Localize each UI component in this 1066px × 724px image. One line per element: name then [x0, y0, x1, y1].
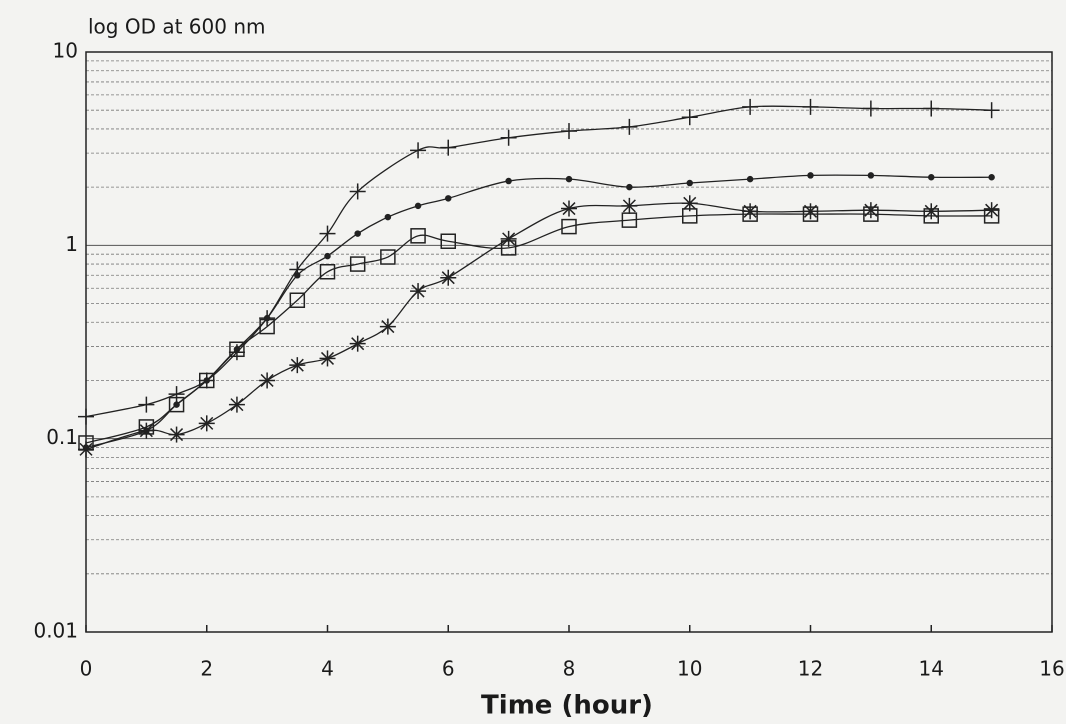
marker-asterisk — [259, 372, 276, 389]
marker-asterisk — [198, 415, 215, 432]
marker-asterisk — [500, 230, 517, 247]
marker-square — [561, 218, 577, 235]
marker-plus — [621, 118, 638, 135]
marker-asterisk — [983, 202, 1000, 219]
x-tick-label: 12 — [798, 657, 823, 681]
marker-asterisk — [289, 357, 306, 374]
marker-square — [229, 341, 245, 358]
marker-asterisk — [319, 350, 336, 367]
marker-plus — [440, 139, 457, 156]
marker-asterisk — [862, 202, 879, 219]
marker-plus — [168, 386, 185, 403]
marker-square — [319, 264, 336, 280]
marker-dot — [686, 179, 693, 187]
y-tick-label: 1 — [65, 232, 78, 256]
marker-plus — [78, 408, 94, 425]
marker-plus — [500, 129, 517, 146]
marker-dot — [746, 175, 754, 183]
marker-plus — [561, 123, 577, 140]
y-tick-label: 10 — [53, 39, 78, 63]
x-tick-label: 6 — [442, 657, 455, 681]
x-tick-label: 14 — [919, 657, 944, 681]
x-tick-label: 8 — [563, 657, 576, 681]
marker-dot — [807, 172, 814, 179]
marker-asterisk — [802, 203, 819, 220]
marker-asterisk — [379, 318, 396, 335]
marker-square — [440, 233, 456, 249]
marker-square — [349, 256, 366, 272]
marker-square — [259, 318, 275, 335]
x-tick-label: 2 — [200, 657, 213, 681]
x-tick-label: 10 — [677, 657, 702, 681]
plot-frame — [85, 51, 1053, 633]
marker-square — [410, 228, 426, 244]
marker-plus — [923, 100, 940, 117]
marker-asterisk — [410, 283, 427, 300]
marker-asterisk — [349, 335, 366, 352]
marker-asterisk — [742, 203, 759, 220]
y-tick-label: 0.1 — [46, 425, 78, 449]
marker-plus — [349, 183, 366, 200]
marker-asterisk — [168, 426, 185, 443]
marker-dot — [414, 202, 422, 210]
x-axis-title: Time (hour) — [481, 691, 653, 721]
marker-square — [380, 249, 396, 265]
marker-plus — [138, 396, 155, 413]
marker-asterisk — [138, 422, 155, 439]
marker-square — [289, 292, 306, 308]
marker-plus — [742, 98, 759, 115]
marker-dot — [384, 213, 392, 221]
marker-plus — [319, 225, 336, 242]
y-tick-label: 0.01 — [33, 619, 78, 643]
marker-square — [168, 396, 185, 413]
marker-asterisk — [228, 396, 245, 413]
marker-dot — [324, 252, 331, 260]
marker-dot — [505, 177, 512, 185]
marker-asterisk — [681, 195, 698, 212]
marker-plus — [862, 100, 879, 117]
marker-dot — [626, 183, 633, 191]
x-tick-label: 16 — [1039, 657, 1064, 681]
marker-dot — [928, 173, 935, 181]
marker-asterisk — [78, 441, 94, 458]
marker-asterisk — [440, 269, 457, 286]
marker-square — [199, 372, 215, 389]
marker-plus — [410, 142, 427, 159]
y-axis-title: log OD at 600 nm — [88, 15, 266, 39]
marker-asterisk — [923, 203, 940, 220]
marker-plus — [681, 109, 698, 126]
marker-plus — [802, 98, 819, 115]
series-line — [85, 213, 992, 444]
x-tick-label: 0 — [80, 657, 93, 681]
marker-plus — [983, 102, 1000, 119]
marker-dot — [565, 175, 573, 183]
marker-dot — [988, 173, 995, 181]
marker-dot — [445, 195, 452, 202]
marker-dot — [294, 272, 301, 279]
marker-asterisk — [621, 197, 638, 214]
marker-dot — [867, 172, 875, 179]
x-tick-label: 4 — [321, 657, 334, 681]
marker-asterisk — [561, 200, 577, 217]
marker-dot — [354, 230, 361, 237]
